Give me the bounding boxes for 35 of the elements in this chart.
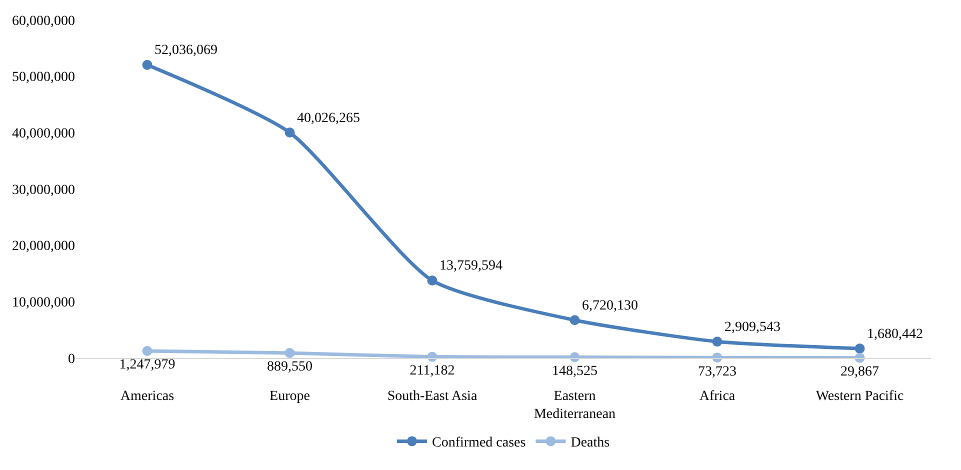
x-tick-label: Americas	[120, 388, 174, 404]
data-label: 13,759,594	[440, 258, 502, 274]
y-tick-label: 20,000,000	[12, 239, 75, 254]
y-tick-label: 10,000,000	[12, 296, 75, 311]
point	[854, 344, 865, 354]
point	[142, 60, 152, 70]
data-label: 40,026,265	[297, 110, 360, 126]
data-label: 1,680,442	[867, 326, 923, 342]
data-label: 211,182	[410, 364, 455, 379]
data-label: 889,550	[267, 360, 312, 375]
point	[142, 346, 152, 356]
x-tick-label: Western Pacific	[816, 388, 904, 404]
legend-label: Confirmed cases	[432, 436, 526, 451]
point	[284, 128, 295, 138]
y-tick-label: 30,000,000	[12, 182, 75, 198]
x-tick-label: Eastern Mediterranean	[534, 388, 616, 422]
y-tick-label: 60,000,000	[12, 14, 75, 29]
y-tick-label: 50,000,000	[12, 70, 75, 86]
x-tick-label: Africa	[699, 388, 736, 404]
point	[570, 315, 580, 326]
data-label: 52,036,069	[154, 43, 218, 58]
point	[712, 336, 722, 347]
data-label: 148,525	[552, 364, 598, 379]
x-tick-label: Europe	[270, 388, 310, 404]
y-tick-label: 0	[68, 352, 75, 367]
x-tick-label: South-East Asia	[387, 388, 478, 404]
y-tick-label: 40,000,000	[12, 126, 75, 142]
data-label: 6,720,130	[582, 298, 638, 314]
legend-label: Deaths	[570, 436, 610, 451]
data-label: 1,247,979	[119, 358, 176, 373]
data-label: 73,723	[698, 364, 736, 380]
point	[427, 275, 438, 286]
point	[284, 348, 295, 358]
data-label: 2,909,543	[724, 320, 780, 335]
data-label: 29,867	[840, 364, 879, 380]
